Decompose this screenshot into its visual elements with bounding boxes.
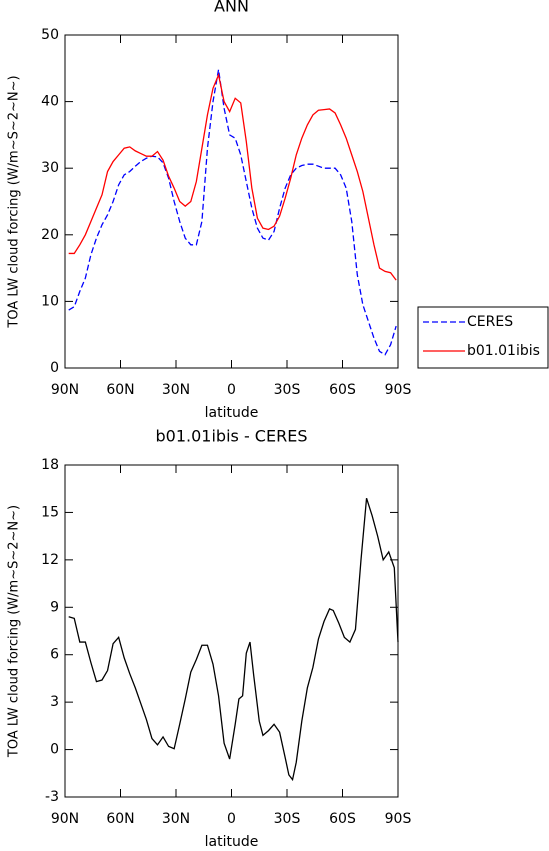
data-line (68, 72, 397, 281)
y-axis-label: TOA LW cloud forcing (W/m~S~2~N~) (7, 505, 22, 758)
data-line (68, 69, 397, 356)
y-tick-label: 30 (41, 160, 59, 176)
x-tick-label: 60S (329, 811, 356, 827)
x-axis-label: latitude (205, 834, 259, 850)
x-tick-label: 30S (274, 811, 301, 827)
y-tick-label: 15 (41, 504, 59, 520)
x-tick-label: 90S (385, 382, 412, 398)
y-tick-label: 50 (41, 27, 59, 43)
plot-frame (64, 34, 399, 369)
y-tick-label: 0 (50, 742, 59, 758)
x-tick-label: 0 (227, 811, 236, 827)
chart-title: ANN (214, 0, 249, 16)
y-tick-label: 0 (50, 360, 59, 376)
y-tick-label: 18 (41, 457, 59, 473)
y-tick-label: 9 (50, 599, 59, 615)
x-tick-label: 90S (385, 811, 412, 827)
y-tick-label: 10 (41, 293, 59, 309)
x-axis-label: latitude (205, 405, 259, 421)
x-tick-label: 60N (106, 382, 134, 398)
data-line (68, 498, 399, 782)
y-tick-label: 12 (41, 552, 59, 568)
x-tick-label: 30N (162, 811, 190, 827)
legend-label: b01.01ibis (467, 343, 540, 359)
y-tick-label: -3 (45, 789, 59, 805)
y-tick-label: 6 (50, 647, 59, 663)
y-tick-label: 40 (41, 94, 59, 110)
x-tick-label: 0 (227, 382, 236, 398)
x-tick-label: 60S (329, 382, 356, 398)
x-tick-label: 90N (51, 811, 79, 827)
legend-label: CERES (467, 314, 513, 330)
chart-title: b01.01ibis - CERES (156, 427, 308, 446)
x-tick-label: 30S (274, 382, 301, 398)
y-tick-label: 3 (50, 694, 59, 710)
y-axis-label: TOA LW cloud forcing (W/m~S~2~N~) (7, 75, 22, 328)
x-tick-label: 30N (162, 382, 190, 398)
x-tick-label: 60N (106, 811, 134, 827)
legend-box (417, 306, 549, 369)
x-tick-label: 90N (51, 382, 79, 398)
y-tick-label: 20 (41, 227, 59, 243)
